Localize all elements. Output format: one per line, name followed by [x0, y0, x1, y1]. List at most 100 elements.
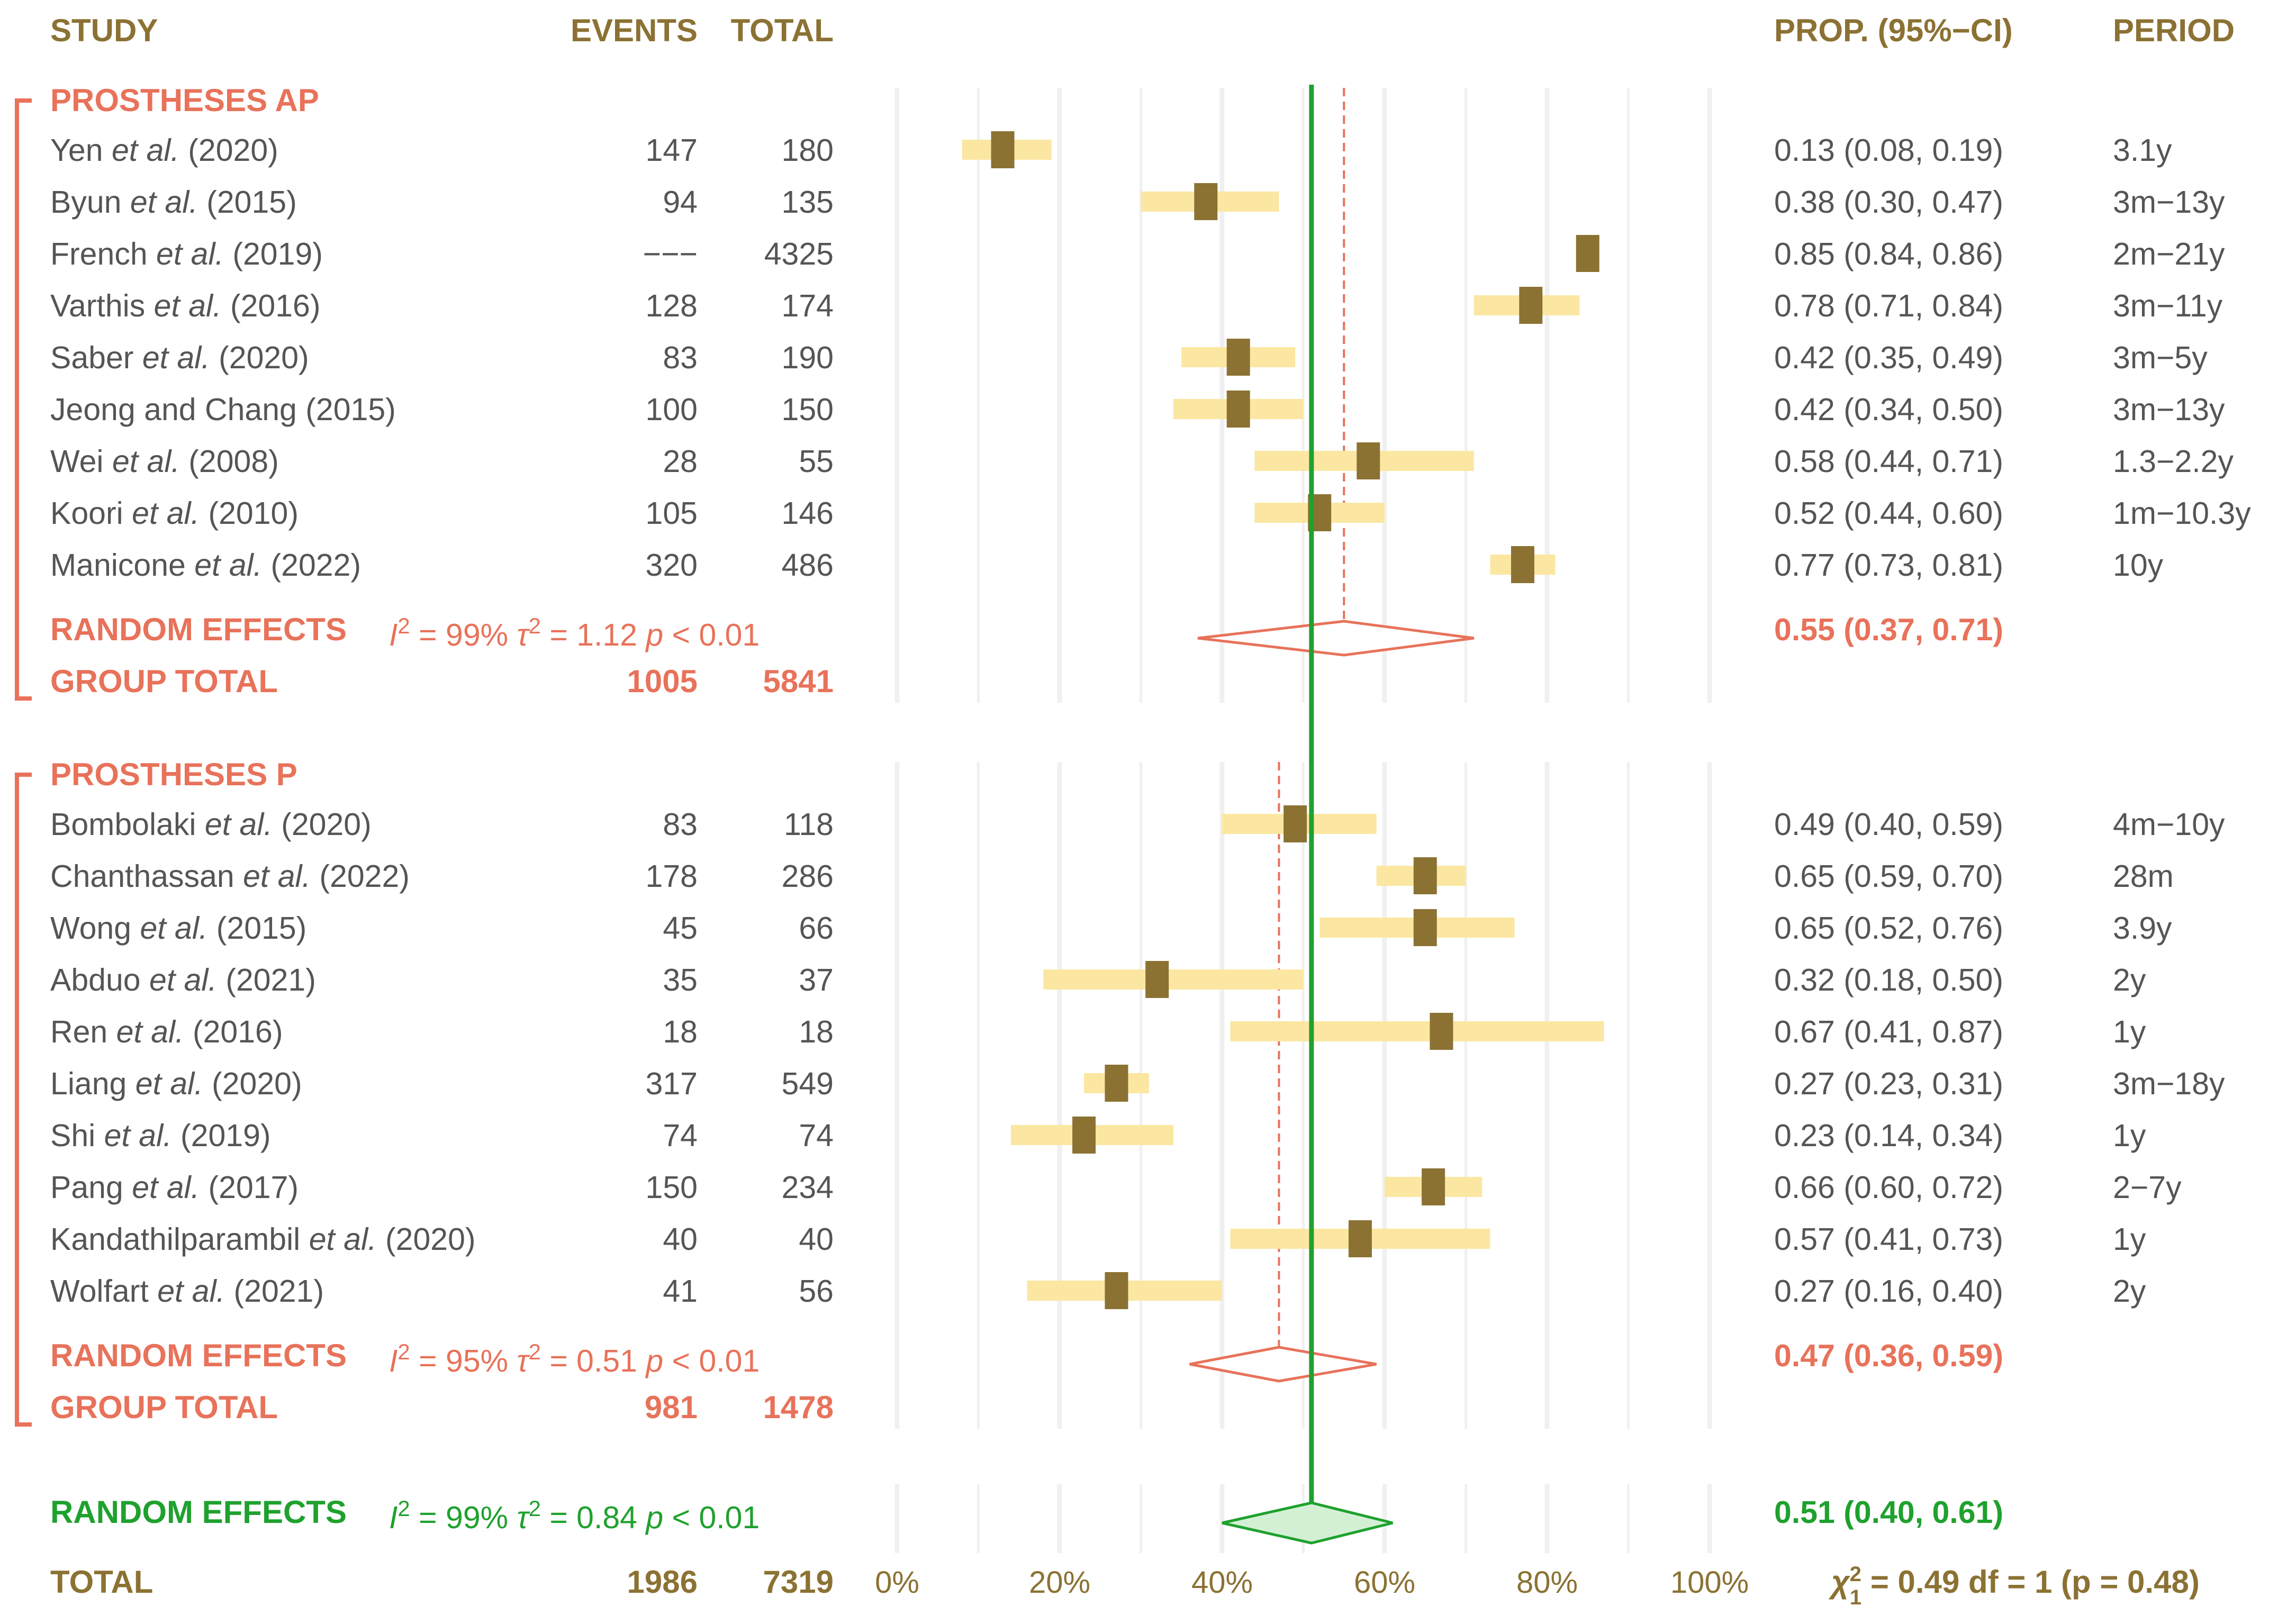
group-1-period-5: 3m−13y	[2113, 392, 2225, 427]
group-2-title: PROSTHESES P	[50, 757, 297, 792]
group-1-point-8	[1511, 546, 1534, 583]
group-1-study-label-1: Byun et al. (2015)	[50, 185, 297, 220]
group-1-diamond	[1197, 620, 1475, 657]
group-2-study-label-5: Liang et al. (2020)	[50, 1066, 302, 1101]
group-1-point-6	[1357, 442, 1380, 479]
group-2-point-4	[1430, 1013, 1453, 1050]
group-2-ci-text-2: 0.65 (0.52, 0.76)	[1774, 911, 2003, 946]
group-1-period-0: 3.1y	[2113, 133, 2172, 168]
group-2-total-events: 981	[645, 1390, 698, 1425]
group-1-period-7: 1m−10.3y	[2113, 496, 2251, 531]
group-2-total-4: 18	[799, 1014, 834, 1049]
group-2-total-8: 40	[799, 1222, 834, 1257]
group-1-events-8: 320	[646, 548, 698, 583]
group-2-point-1	[1413, 857, 1437, 894]
group-2-events-1: 178	[646, 859, 698, 894]
group-1-random-effects-label: RANDOM EFFECTS	[50, 612, 347, 647]
group-2-point-7	[1422, 1168, 1445, 1205]
group-2-period-5: 3m−18y	[2113, 1066, 2225, 1101]
group-1-events-5: 100	[646, 392, 698, 427]
x-tick-label-1: 20%	[1029, 1565, 1090, 1600]
overall-heterogeneity: I2 = 99% τ2 = 0.84 p < 0.01	[389, 1496, 760, 1536]
group-2-total-total: 1478	[763, 1390, 834, 1425]
group-1-total-total: 5841	[763, 664, 834, 699]
group-1-study-label-3: Varthis et al. (2016)	[50, 288, 321, 323]
header-period: PERIOD	[2113, 13, 2235, 48]
header-total: TOTAL	[731, 13, 834, 48]
group-1-events-2: −−−	[643, 237, 698, 271]
group-2-study-label-7: Pang et al. (2017)	[50, 1170, 299, 1205]
group-1-pooled-ci: 0.55 (0.37, 0.71)	[1774, 612, 2003, 647]
group-2-total-6: 74	[799, 1118, 834, 1153]
group-2-events-7: 150	[646, 1170, 698, 1205]
group-2-pooled-ci: 0.47 (0.36, 0.59)	[1774, 1338, 2003, 1373]
header-study: STUDY	[50, 13, 158, 48]
group-2-ci-text-0: 0.49 (0.40, 0.59)	[1774, 807, 2003, 842]
group-2-period-1: 28m	[2113, 859, 2174, 894]
group-2-ci-text-6: 0.23 (0.14, 0.34)	[1774, 1118, 2003, 1153]
group-2-study-label-3: Abduo et al. (2021)	[50, 963, 316, 997]
group-1-total-label: GROUP TOTAL	[50, 664, 278, 699]
group-2-total-0: 118	[784, 807, 834, 842]
group-2-point-2	[1413, 909, 1437, 946]
overall-total-total: 7319	[763, 1564, 834, 1600]
group-1-ci-text-1: 0.38 (0.30, 0.47)	[1774, 185, 2003, 220]
group-2-ci-text-4: 0.67 (0.41, 0.87)	[1774, 1014, 2003, 1049]
group-2-period-4: 1y	[2113, 1014, 2146, 1049]
overall-random-effects-label: RANDOM EFFECTS	[50, 1494, 347, 1530]
group-1-ci-text-6: 0.58 (0.44, 0.71)	[1774, 444, 2003, 479]
group-1-total-4: 190	[782, 340, 834, 375]
group-2-diamond	[1189, 1346, 1377, 1383]
group-1-events-1: 94	[663, 185, 698, 220]
overall-total-label: TOTAL	[50, 1564, 153, 1600]
group-2-period-2: 3.9y	[2113, 911, 2172, 946]
group-2-events-4: 18	[663, 1014, 698, 1049]
group-2-ci-text-8: 0.57 (0.41, 0.73)	[1774, 1222, 2003, 1257]
group-1-period-6: 1.3−2.2y	[2113, 444, 2234, 479]
group-1-ci-text-0: 0.13 (0.08, 0.19)	[1774, 133, 2003, 168]
group-2-ci-bar-4	[1230, 1021, 1604, 1041]
group-1-total-7: 146	[782, 496, 834, 531]
group-2-total-label: GROUP TOTAL	[50, 1390, 278, 1425]
group-2-total-3: 37	[799, 963, 834, 997]
group-2-study-label-9: Wolfart et al. (2021)	[50, 1274, 324, 1309]
group-1-ci-text-8: 0.77 (0.73, 0.81)	[1774, 548, 2003, 583]
group-1-ci-text-7: 0.52 (0.44, 0.60)	[1774, 496, 2003, 531]
header-events: EVENTS	[571, 13, 698, 48]
group-1-total-8: 486	[782, 548, 834, 583]
group-1-events-3: 128	[646, 288, 698, 323]
group-1-study-label-6: Wei et al. (2008)	[50, 444, 279, 479]
header-prop-ci: PROP. (95%−CI)	[1774, 13, 2013, 48]
group-2-random-effects-label: RANDOM EFFECTS	[50, 1338, 347, 1373]
group-1-period-2: 2m−21y	[2113, 237, 2225, 271]
group-2-period-3: 2y	[2113, 963, 2146, 997]
group-2-events-0: 83	[663, 807, 698, 842]
group-2-ci-text-9: 0.27 (0.16, 0.40)	[1774, 1274, 2003, 1309]
group-2-ci-text-1: 0.65 (0.59, 0.70)	[1774, 859, 2003, 894]
group-2-ci-text-3: 0.32 (0.18, 0.50)	[1774, 963, 2003, 997]
group-1-ci-text-3: 0.78 (0.71, 0.84)	[1774, 288, 2003, 323]
group-2-point-3	[1145, 961, 1169, 998]
group-1-total-6: 55	[799, 444, 834, 479]
group-2-period-0: 4m−10y	[2113, 807, 2225, 842]
group-2-point-5	[1105, 1065, 1128, 1102]
group-1-point-2	[1576, 235, 1599, 272]
group-1-events-0: 147	[646, 133, 698, 168]
group-1-study-label-8: Manicone et al. (2022)	[50, 548, 361, 583]
group-2-ci-text-5: 0.27 (0.23, 0.31)	[1774, 1066, 2003, 1101]
group-1-study-label-5: Jeong and Chang (2015)	[50, 392, 396, 427]
group-1-total-2: 4325	[764, 237, 834, 271]
group-1-total-events: 1005	[627, 664, 698, 699]
group-2-period-6: 1y	[2113, 1118, 2146, 1153]
group-1-events-4: 83	[663, 340, 698, 375]
x-tick-label-5: 100%	[1670, 1565, 1749, 1600]
group-2-period-7: 2−7y	[2113, 1170, 2182, 1205]
x-tick-label-3: 60%	[1354, 1565, 1415, 1600]
group-2-events-9: 41	[663, 1274, 698, 1309]
group-1-total-5: 150	[782, 392, 834, 427]
x-tick-label-0: 0%	[875, 1565, 919, 1600]
x-tick-label-2: 40%	[1191, 1565, 1253, 1600]
group-1-events-6: 28	[663, 444, 698, 479]
group-1-point-5	[1226, 391, 1250, 428]
group-2-events-3: 35	[663, 963, 698, 997]
